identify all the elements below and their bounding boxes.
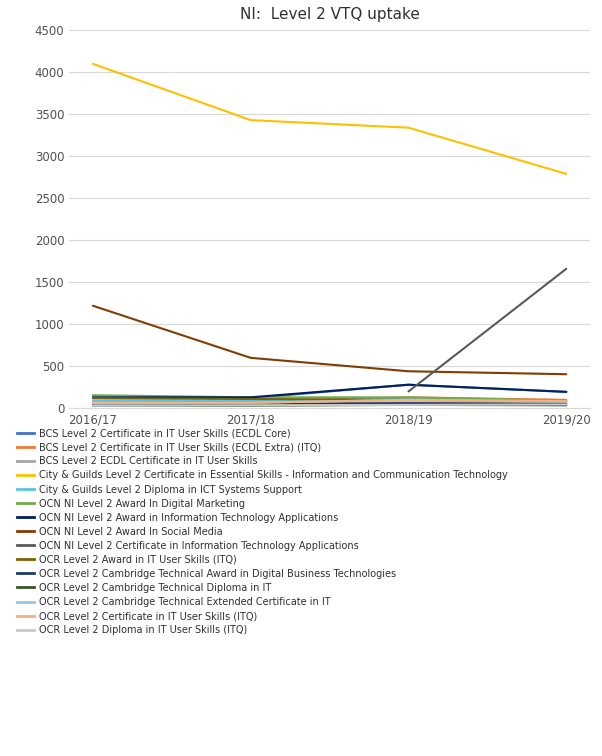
Legend: BCS Level 2 Certificate in IT User Skills (ECDL Core), BCS Level 2 Certificate i: BCS Level 2 Certificate in IT User Skill… bbox=[17, 428, 508, 635]
Title: NI:  Level 2 VTQ uptake: NI: Level 2 VTQ uptake bbox=[240, 7, 420, 22]
